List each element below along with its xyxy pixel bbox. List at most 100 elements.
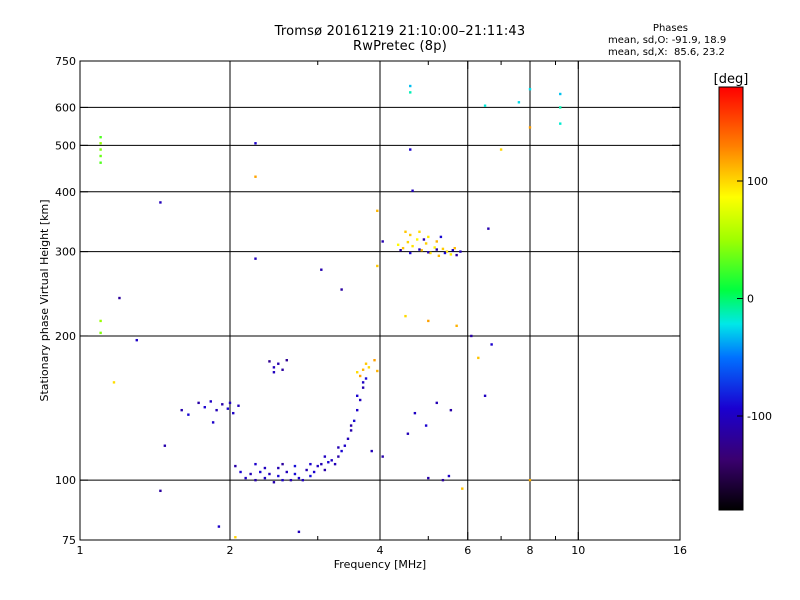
data-point (409, 251, 412, 255)
data-point (349, 429, 353, 432)
chart-subtitle: RwPretec (8p) (353, 39, 447, 54)
data-point (263, 476, 267, 480)
data-point (203, 406, 206, 409)
data-point (99, 161, 102, 164)
data-point (528, 126, 532, 129)
data-point (305, 468, 308, 472)
data-point (228, 401, 232, 405)
data-point (327, 461, 330, 464)
data-point (99, 331, 102, 335)
y-tick-label: 600 (55, 101, 76, 114)
data-point (320, 268, 323, 271)
data-point (459, 250, 462, 253)
data-point (411, 244, 414, 248)
data-point (340, 288, 343, 291)
data-point (277, 362, 280, 365)
data-point (330, 459, 333, 462)
data-point (461, 487, 464, 490)
y-tick-label: 400 (55, 186, 76, 199)
data-point (559, 122, 562, 125)
data-point (441, 478, 445, 482)
data-point (477, 356, 480, 360)
data-point (159, 489, 162, 493)
data-point (439, 235, 443, 239)
data-point (376, 264, 379, 268)
y-tick-label: 500 (55, 139, 76, 152)
data-point (364, 362, 368, 365)
colorbar-tick-label: 100 (747, 175, 768, 188)
scatter-points (99, 84, 562, 539)
data-point (323, 455, 327, 458)
data-point (99, 319, 102, 323)
data-point (312, 470, 316, 474)
data-point (159, 201, 162, 204)
data-point (272, 371, 276, 374)
data-point (333, 462, 337, 466)
data-point (272, 366, 276, 369)
data-point (254, 175, 257, 178)
phase-stats: Phases mean, sd,O: -91.9, 18.9 mean, sd,… (608, 23, 726, 59)
data-point (411, 189, 414, 192)
data-point (112, 381, 116, 384)
data-point (254, 478, 257, 482)
data-point (180, 408, 183, 412)
data-point (443, 251, 447, 255)
data-point (254, 142, 257, 145)
data-point (217, 525, 221, 528)
data-point (487, 227, 490, 230)
data-point (413, 411, 417, 415)
data-point (244, 476, 247, 480)
data-point (289, 478, 293, 482)
data-point (409, 148, 412, 151)
data-point (528, 478, 532, 482)
data-point (376, 209, 379, 213)
data-point (490, 343, 493, 346)
data-point (99, 135, 102, 139)
data-point (355, 371, 359, 374)
data-point (118, 296, 121, 300)
x-tick-label: 6 (464, 544, 471, 557)
data-point (281, 462, 284, 466)
data-point (427, 319, 430, 323)
data-point (404, 230, 407, 233)
colorbar-tick-label: 0 (747, 293, 754, 306)
x-tick-label: 8 (527, 544, 534, 557)
data-point (249, 472, 252, 476)
data-point (435, 248, 438, 251)
y-tick-label: 100 (55, 474, 76, 487)
stats-heading: Phases (652, 23, 688, 34)
data-point (364, 377, 368, 380)
data-point (337, 446, 340, 449)
colorbar-ticks: 100 0 -100 (737, 175, 772, 423)
data-point (427, 251, 430, 254)
data-point (285, 359, 288, 362)
data-point (268, 360, 271, 363)
data-point (447, 474, 451, 478)
data-point (424, 424, 428, 427)
data-point (254, 257, 257, 260)
data-point (237, 404, 240, 407)
data-point (263, 466, 267, 470)
data-point (358, 398, 362, 402)
data-point (406, 432, 410, 435)
axis-ticks: 1 2 4 6 8 10 16 75 100 200 300 400 500 600 750 (55, 55, 687, 557)
data-point (455, 253, 458, 257)
data-point (424, 242, 428, 245)
x-axis-label: Frequency [MHz] (334, 558, 426, 571)
data-point (361, 368, 365, 371)
data-point (415, 238, 419, 241)
data-point (445, 250, 449, 253)
data-point (355, 408, 359, 412)
data-point (293, 472, 297, 476)
data-point (337, 455, 340, 458)
data-point (381, 240, 384, 243)
data-point (272, 481, 276, 484)
data-point (528, 87, 532, 91)
data-point (309, 462, 312, 466)
data-point (232, 411, 235, 415)
data-point (343, 444, 347, 447)
data-point (234, 536, 237, 539)
colorbar-label: [deg] (714, 72, 749, 87)
data-point (211, 421, 215, 424)
